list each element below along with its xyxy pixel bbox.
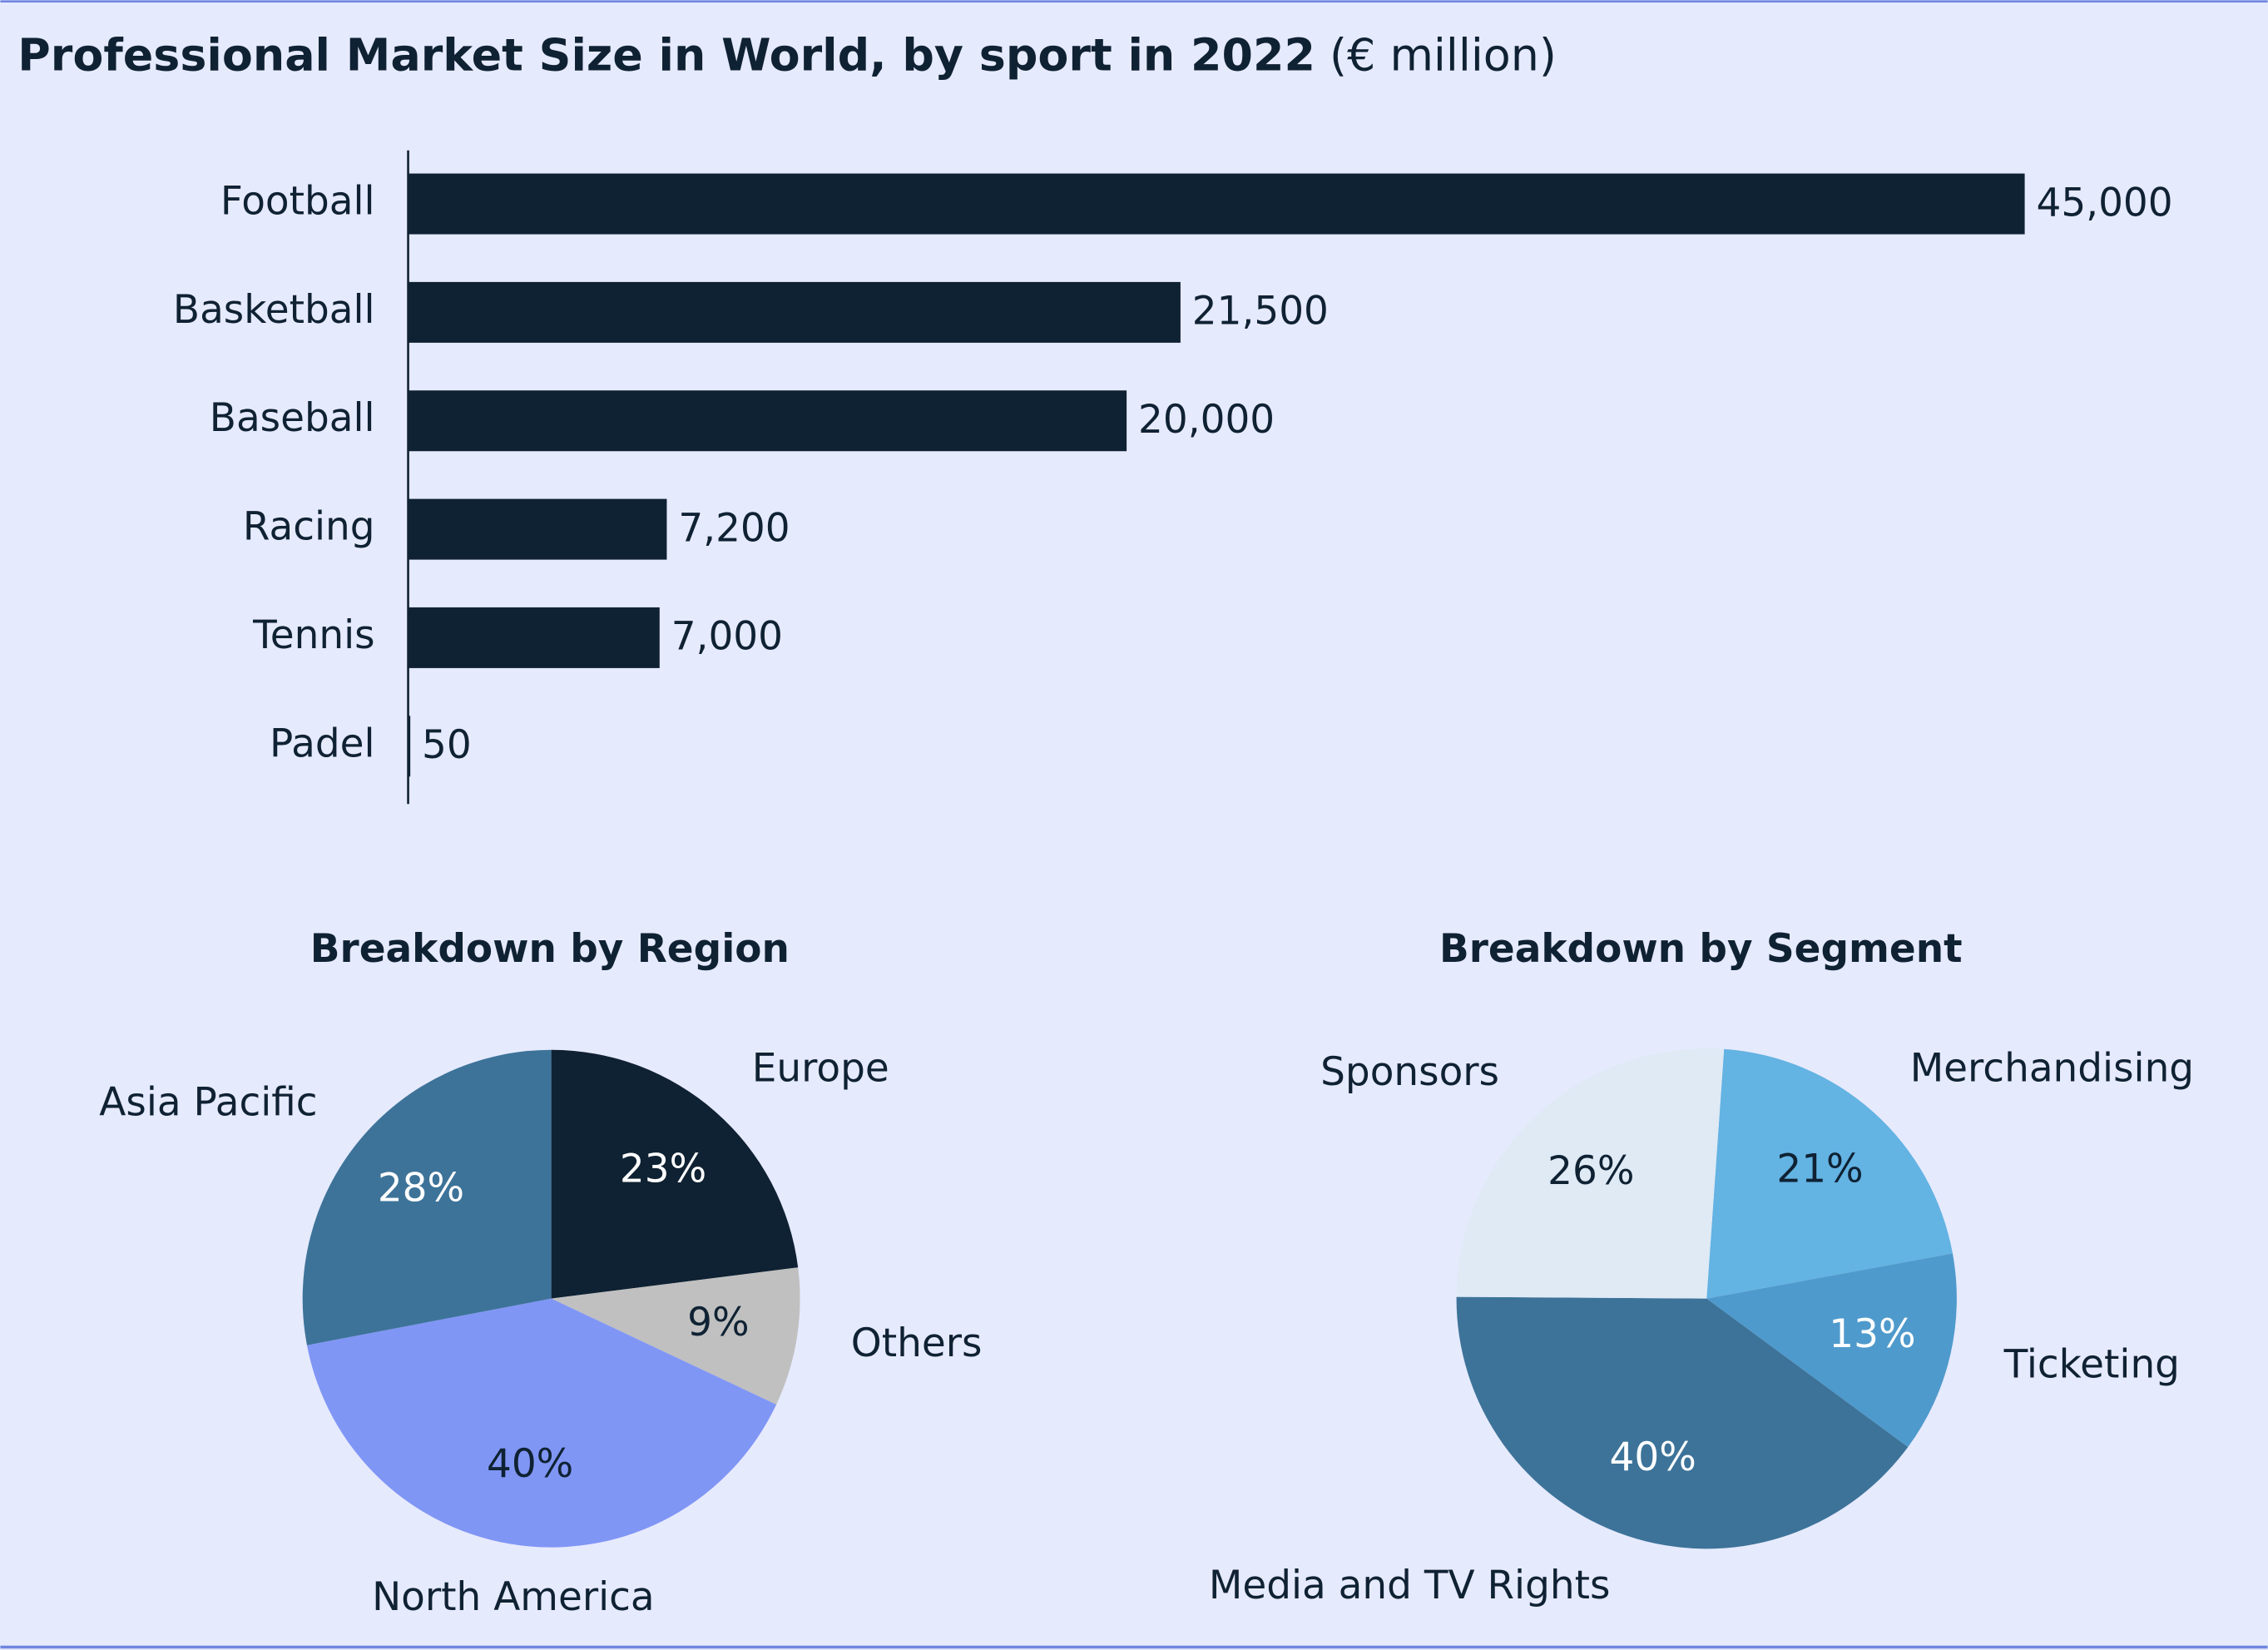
- value-label: 20,000: [1138, 397, 1275, 443]
- slice-label: Europe: [752, 1046, 889, 1092]
- pie-slice: [1456, 1048, 1725, 1299]
- pie-slice: [1706, 1253, 1957, 1448]
- value-label: 7,000: [671, 614, 783, 660]
- slice-percent: 26%: [1547, 1148, 1634, 1194]
- slice-percent: 40%: [1610, 1434, 1696, 1480]
- slice-percent: 13%: [1829, 1311, 1915, 1357]
- bar: [408, 390, 1127, 452]
- y-tick-label: Football: [220, 179, 375, 225]
- y-tick-label: Tennis: [252, 612, 374, 658]
- chart-title: Professional Market Size in World, by sp…: [17, 28, 1557, 81]
- title-main: Professional Market Size in World, by sp…: [17, 28, 1315, 81]
- value-label: 7,200: [678, 505, 790, 551]
- slice-percent: 23%: [620, 1147, 706, 1192]
- slice-label: Ticketing: [2003, 1342, 2180, 1388]
- pie-slice: [302, 1049, 552, 1345]
- y-tick-label: Padel: [270, 721, 375, 766]
- slice-label: Others: [851, 1320, 983, 1366]
- pie-slice: [1706, 1048, 1953, 1299]
- title-unit: (€ million): [1330, 28, 1557, 81]
- y-tick-label: Basketball: [173, 287, 375, 333]
- slice-label: North America: [372, 1574, 655, 1620]
- slice-percent: 40%: [487, 1441, 573, 1487]
- pie-slice: [551, 1267, 800, 1405]
- slice-label: Sponsors: [1320, 1049, 1499, 1095]
- y-tick-label: Baseball: [210, 395, 375, 441]
- y-tick-label: Racing: [243, 504, 375, 550]
- pie-slice: [306, 1298, 777, 1548]
- bar: [408, 173, 2025, 235]
- bar: [408, 716, 411, 777]
- slice-percent: 28%: [378, 1166, 464, 1211]
- pie-slice: [551, 1049, 799, 1299]
- slice-label: Merchandising: [1910, 1046, 2194, 1092]
- pie-title: Breakdown by Region: [310, 926, 790, 972]
- bar: [408, 607, 660, 668]
- pie-slice: [1456, 1296, 1909, 1549]
- bar: [408, 498, 667, 560]
- value-label: 50: [422, 722, 472, 768]
- bar: [408, 281, 1181, 343]
- slice-label: Media and TV Rights: [1209, 1563, 1611, 1608]
- slice-label: Asia Pacific: [99, 1080, 317, 1126]
- pie-title: Breakdown by Segment: [1439, 926, 1963, 972]
- slice-percent: 9%: [687, 1300, 749, 1345]
- value-label: 45,000: [2036, 180, 2172, 225]
- value-label: 21,500: [1192, 289, 1329, 334]
- slice-percent: 21%: [1776, 1147, 1863, 1192]
